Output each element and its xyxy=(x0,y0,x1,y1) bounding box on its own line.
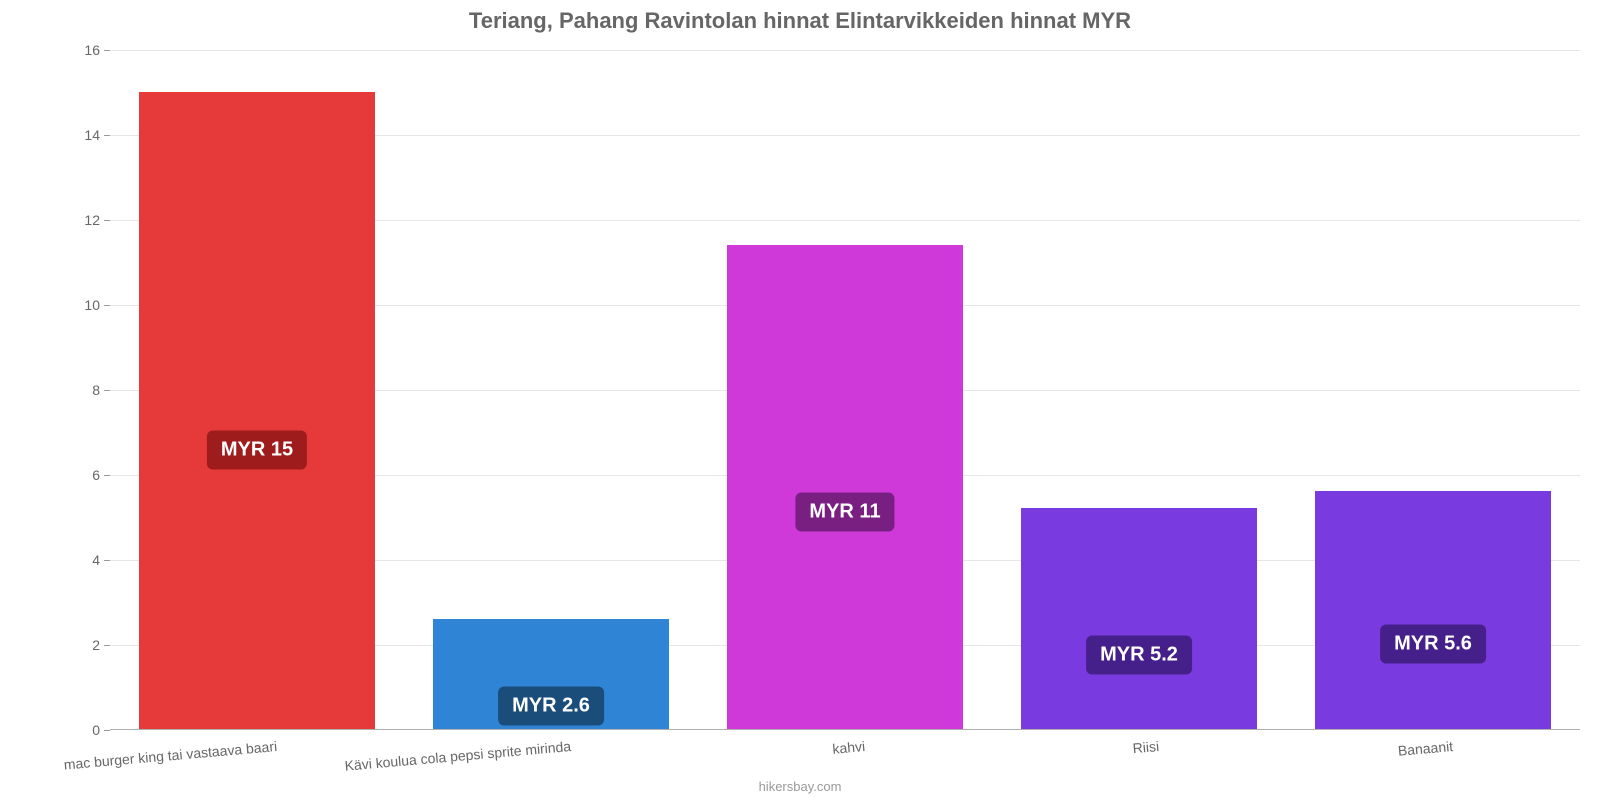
bar-value-badge: MYR 11 xyxy=(795,492,894,531)
bar xyxy=(1021,508,1256,729)
ytick-label: 16 xyxy=(60,42,100,58)
bar-value-badge: MYR 5.6 xyxy=(1380,625,1486,664)
ytick-label: 6 xyxy=(60,467,100,483)
bar xyxy=(139,92,374,730)
ytick-label: 2 xyxy=(60,637,100,653)
ytick-mark xyxy=(104,645,110,646)
ytick-label: 10 xyxy=(60,297,100,313)
ytick-mark xyxy=(104,730,110,731)
ytick-label: 4 xyxy=(60,552,100,568)
price-bar-chart: Teriang, Pahang Ravintolan hinnat Elinta… xyxy=(0,0,1600,800)
ytick-mark xyxy=(104,50,110,51)
ytick-label: 12 xyxy=(60,212,100,228)
chart-title: Teriang, Pahang Ravintolan hinnat Elinta… xyxy=(0,8,1600,34)
ytick-label: 8 xyxy=(60,382,100,398)
xtick-label: kahvi xyxy=(546,738,866,782)
ytick-mark xyxy=(104,475,110,476)
xtick-label: Riisi xyxy=(840,738,1160,782)
xtick-label: Kävi koulua cola pepsi sprite mirinda xyxy=(252,738,572,782)
ytick-mark xyxy=(104,135,110,136)
chart-attribution: hikersbay.com xyxy=(0,779,1600,794)
ytick-label: 14 xyxy=(60,127,100,143)
bar xyxy=(1315,491,1550,729)
plot-area: MYR 15 MYR 2.6 MYR 11 MYR 5.2 MYR 5.6 xyxy=(110,50,1580,730)
ytick-mark xyxy=(104,560,110,561)
ytick-mark xyxy=(104,220,110,221)
ytick-mark xyxy=(104,305,110,306)
ytick-label: 0 xyxy=(60,722,100,738)
xtick-label: Banaanit xyxy=(1134,738,1454,782)
ytick-mark xyxy=(104,390,110,391)
bar-value-badge: MYR 15 xyxy=(207,430,307,469)
bar xyxy=(727,245,962,730)
gridline xyxy=(110,50,1580,51)
bar-value-badge: MYR 2.6 xyxy=(498,686,604,725)
bar-value-badge: MYR 5.2 xyxy=(1086,635,1192,674)
xtick-label: mac burger king tai vastaava baari xyxy=(0,738,278,782)
